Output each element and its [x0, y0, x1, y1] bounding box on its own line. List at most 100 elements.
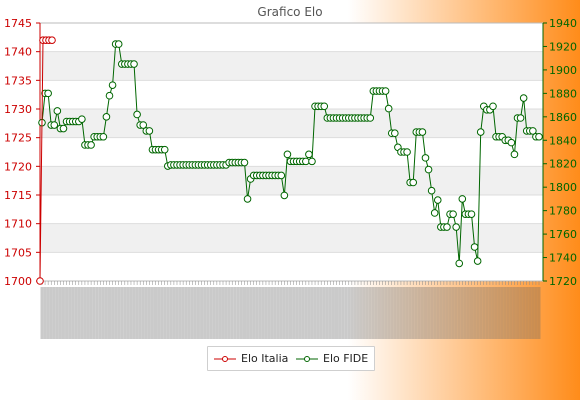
data-point-fide: [473, 257, 482, 265]
x-axis-tick-label: [65, 287, 69, 339]
data-point-fide: [160, 145, 169, 154]
x-axis-tick-label: [445, 287, 449, 339]
x-axis-tick-label: [184, 287, 188, 339]
x-axis-tick-label: [43, 287, 47, 339]
x-axis-tick-label: [160, 287, 164, 339]
x-axis-tick-label: [488, 287, 492, 339]
x-axis-tick-label: [252, 287, 256, 339]
x-axis-tick-label: [393, 287, 397, 339]
x-axis-tick-label: [402, 287, 406, 339]
x-axis-tick-label: [359, 287, 363, 339]
x-axis-tick-label: [405, 287, 409, 339]
data-point-fide: [403, 148, 411, 156]
x-axis-tick-label: [335, 287, 339, 339]
x-axis-tick-label: [68, 287, 72, 339]
x-axis-tick-label: [40, 287, 44, 339]
x-axis-tick-label: [482, 287, 486, 339]
data-point-fide: [427, 186, 436, 195]
grid-band: [40, 51, 543, 81]
data-point-fide: [114, 40, 123, 48]
data-point-fide: [519, 94, 528, 102]
x-axis-tick-label: [417, 287, 421, 339]
x-axis-tick-label: [331, 287, 335, 339]
x-axis-tick-label: [178, 287, 182, 339]
left-axis-tick-label: 1715: [4, 189, 32, 202]
legend-item-fide[interactable]: Elo FIDE: [296, 352, 368, 365]
x-axis-tick-label: [138, 287, 142, 339]
x-axis-tick-label: [341, 287, 345, 339]
x-axis-tick-label: [209, 287, 213, 339]
x-axis-tick-label: [80, 287, 84, 339]
data-point-italia: [36, 277, 44, 285]
x-axis-tick-label: [221, 287, 225, 339]
left-axis-tick-label: 1725: [4, 132, 32, 145]
x-axis-tick-label: [310, 287, 314, 339]
x-axis-tick-label: [338, 287, 342, 339]
right-axis-tick-label: 1800: [549, 181, 577, 194]
data-point-fide: [280, 191, 289, 200]
data-point-fide: [409, 178, 418, 187]
x-axis-tick-label: [71, 287, 75, 339]
data-point-fide: [87, 141, 95, 149]
right-axis-tick-label: 1720: [549, 275, 577, 288]
x-axis-tick-label: [233, 287, 237, 339]
right-axis-tick-label: 1760: [549, 228, 577, 241]
x-axis-tick-label: [77, 287, 81, 339]
x-axis-tick-label: [365, 287, 369, 339]
x-axis-tick-label: [285, 287, 289, 339]
x-axis-tick-label: [344, 287, 348, 339]
data-point-fide: [470, 243, 479, 251]
x-axis-tick-label: [500, 287, 504, 339]
x-axis-tick-label: [215, 287, 219, 339]
x-axis-tick-label: [187, 287, 191, 339]
x-axis-tick-label: [491, 287, 495, 339]
x-axis-tick-label: [374, 287, 378, 339]
x-axis-tick-label: [89, 287, 93, 339]
x-axis-tick-label: [356, 287, 360, 339]
x-axis-tick-label: [316, 287, 320, 339]
x-axis-tick-label: [525, 287, 529, 339]
data-point-fide: [308, 157, 316, 166]
x-axis-tick-label: [267, 287, 271, 339]
x-axis-tick-label: [362, 287, 366, 339]
x-axis-tick-label: [135, 287, 139, 339]
x-axis-tick-label: [55, 287, 59, 339]
x-axis-tick-label: [163, 287, 167, 339]
x-axis-tick-label: [166, 287, 170, 339]
left-axis-tick-label: 1705: [4, 246, 32, 259]
x-axis-tick-label: [408, 287, 412, 339]
right-axis-tick-label: 1740: [549, 252, 577, 265]
right-axis-tick-label: 1780: [549, 205, 577, 218]
x-axis-tick-label: [117, 287, 121, 339]
x-axis-tick-label: [325, 287, 329, 339]
data-point-fide: [305, 150, 313, 159]
data-point-fide: [381, 87, 390, 95]
data-point-fide: [455, 259, 464, 268]
data-point-fide: [507, 138, 516, 147]
x-axis-tick-label: [537, 287, 541, 339]
x-axis-tick-label: [516, 287, 520, 339]
x-axis-tick-label: [396, 287, 400, 339]
right-axis-tick-label: 1820: [549, 158, 577, 171]
x-axis-tick-label: [242, 287, 246, 339]
x-axis-tick-label: [473, 287, 477, 339]
x-axis-tick-label: [46, 287, 50, 339]
x-axis-tick-label: [147, 287, 151, 339]
x-axis-tick-label: [193, 287, 197, 339]
x-axis-tick-label: [454, 287, 458, 339]
x-axis-tick-label: [381, 287, 385, 339]
x-axis-tick-label: [307, 287, 311, 339]
chart-title: Grafico Elo: [257, 5, 323, 19]
x-axis-tick-label: [129, 287, 133, 339]
x-axis-tick-label: [141, 287, 145, 339]
x-axis-tick-label: [436, 287, 440, 339]
x-axis-tick-label: [531, 287, 535, 339]
x-axis-tick-label: [227, 287, 231, 339]
left-axis-tick-label: 1700: [4, 275, 32, 288]
x-axis-tick-label: [292, 287, 296, 339]
x-axis-tick-label: [74, 287, 78, 339]
data-point-fide: [421, 154, 430, 162]
data-point-fide: [433, 196, 442, 204]
legend-item-italia[interactable]: Elo Italia: [214, 352, 288, 365]
x-axis-tick-label: [52, 287, 56, 339]
